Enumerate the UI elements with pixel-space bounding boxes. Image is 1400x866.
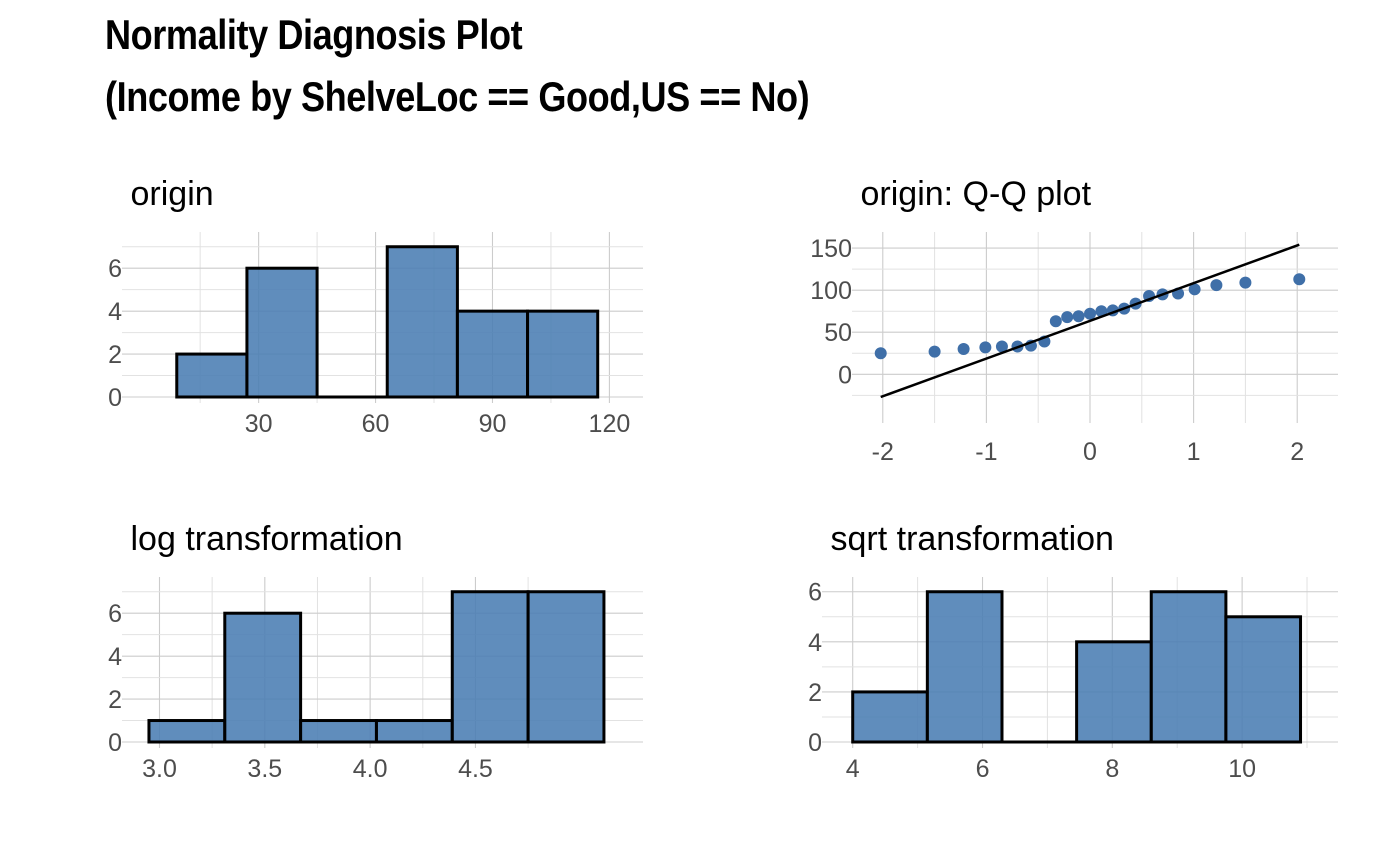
x-tick-label: 3.5 bbox=[247, 755, 282, 783]
x-tick-label: 2 bbox=[1290, 438, 1304, 466]
grid bbox=[852, 232, 1338, 423]
x-tick-label: -1 bbox=[975, 438, 997, 466]
histogram-bar bbox=[1075, 640, 1153, 744]
histogram-bar bbox=[223, 611, 303, 744]
y-axis-ticks: 0 2 4 6 bbox=[108, 255, 122, 412]
qq-point bbox=[1293, 273, 1306, 286]
sqrt-transformation-histogram-panel: sqrt transformation 4 6 8 10 0 2 4 6 bbox=[808, 520, 1338, 783]
x-tick-label: 8 bbox=[1105, 755, 1119, 783]
x-tick-label: 90 bbox=[479, 410, 507, 438]
y-tick-label: 2 bbox=[808, 679, 822, 707]
panel-title: log transformation bbox=[131, 520, 403, 558]
qq-point bbox=[1239, 276, 1252, 289]
histogram-bars bbox=[175, 245, 600, 399]
y-tick-label: 100 bbox=[810, 277, 852, 305]
x-axis-ticks: 4 6 8 10 bbox=[846, 755, 1256, 783]
histogram-bar bbox=[299, 719, 378, 744]
histogram-bar bbox=[925, 590, 1004, 744]
y-axis-ticks: 0 2 4 6 bbox=[808, 579, 822, 757]
histogram-bar bbox=[526, 309, 600, 399]
panel-title: origin bbox=[131, 175, 214, 213]
histogram-bar bbox=[147, 719, 227, 744]
y-tick-label: 0 bbox=[808, 729, 822, 757]
qq-point bbox=[979, 341, 992, 354]
x-tick-label: 4.0 bbox=[353, 755, 388, 783]
histogram-bar bbox=[385, 245, 459, 399]
histogram-bar bbox=[851, 690, 929, 744]
x-tick-label: 60 bbox=[362, 410, 390, 438]
y-tick-label: 6 bbox=[108, 600, 122, 628]
y-axis-ticks: 0 50 100 150 bbox=[810, 235, 852, 389]
qq-point bbox=[1072, 310, 1085, 323]
histogram-bar bbox=[455, 309, 530, 399]
qq-point bbox=[1061, 311, 1074, 324]
x-axis-ticks: 30 60 90 120 bbox=[245, 410, 631, 438]
x-tick-label: 4 bbox=[846, 755, 860, 783]
qq-reference-line bbox=[880, 243, 1300, 399]
x-axis-ticks: 3.0 3.5 4.0 4.5 bbox=[142, 755, 493, 783]
y-tick-label: 4 bbox=[108, 643, 122, 671]
x-tick-label: 6 bbox=[976, 755, 990, 783]
x-tick-label: 120 bbox=[589, 410, 631, 438]
qq-point bbox=[1095, 305, 1108, 318]
y-tick-label: 2 bbox=[108, 686, 122, 714]
y-tick-label: 0 bbox=[108, 384, 122, 412]
x-tick-label: 30 bbox=[245, 410, 273, 438]
y-tick-label: 50 bbox=[824, 319, 852, 347]
histogram-bars bbox=[147, 590, 606, 744]
y-tick-label: 0 bbox=[838, 361, 852, 389]
y-tick-label: 2 bbox=[108, 341, 122, 369]
y-tick-label: 4 bbox=[108, 298, 122, 326]
qq-point bbox=[995, 340, 1008, 353]
y-axis-ticks: 0 2 4 6 bbox=[108, 600, 122, 757]
y-tick-label: 4 bbox=[808, 629, 822, 657]
y-tick-label: 6 bbox=[808, 579, 822, 607]
histogram-bar bbox=[450, 590, 530, 744]
figure-title: Normality Diagnosis Plot (Income by Shel… bbox=[105, 4, 924, 128]
origin-histogram-panel: origin 30 60 90 120 0 2 4 6 bbox=[108, 175, 643, 438]
histogram-bars bbox=[851, 590, 1303, 744]
figure-title-line-2: (Income by ShelveLoc == Good,US == No) bbox=[105, 73, 810, 120]
qq-point bbox=[1188, 283, 1201, 296]
x-tick-label: 0 bbox=[1083, 438, 1097, 466]
x-axis-ticks: -2 -1 0 1 2 bbox=[872, 438, 1304, 466]
qq-point bbox=[874, 347, 887, 360]
log-transformation-histogram-panel: log transformation 3.0 3.5 4.0 4.5 0 2 4 6 bbox=[108, 520, 643, 783]
qq-point bbox=[1210, 279, 1223, 292]
y-tick-label: 150 bbox=[810, 235, 852, 263]
histogram-bar bbox=[1224, 615, 1303, 744]
histogram-bar bbox=[245, 266, 319, 399]
x-tick-label: -2 bbox=[872, 438, 894, 466]
histogram-bar bbox=[1149, 590, 1228, 744]
x-tick-label: 4.5 bbox=[458, 755, 493, 783]
x-tick-label: 3.0 bbox=[142, 755, 177, 783]
qq-point bbox=[957, 343, 970, 356]
qq-point bbox=[1049, 315, 1062, 328]
qq-point bbox=[1084, 307, 1096, 320]
panel-title: origin: Q-Q plot bbox=[861, 175, 1092, 213]
histogram-bar bbox=[526, 590, 606, 744]
figure-title-line-1: Normality Diagnosis Plot bbox=[105, 11, 523, 58]
x-tick-label: 10 bbox=[1228, 755, 1256, 783]
y-tick-label: 0 bbox=[108, 729, 122, 757]
x-tick-label: 1 bbox=[1187, 438, 1201, 466]
qq-point bbox=[928, 345, 941, 358]
panel-title: sqrt transformation bbox=[831, 520, 1114, 558]
histogram-bar bbox=[175, 352, 249, 399]
origin-qq-plot-panel: origin: Q-Q plot -2 -1 0 1 2 0 50 100 150 bbox=[810, 175, 1338, 466]
histogram-bar bbox=[374, 719, 454, 744]
y-tick-label: 6 bbox=[108, 255, 122, 283]
